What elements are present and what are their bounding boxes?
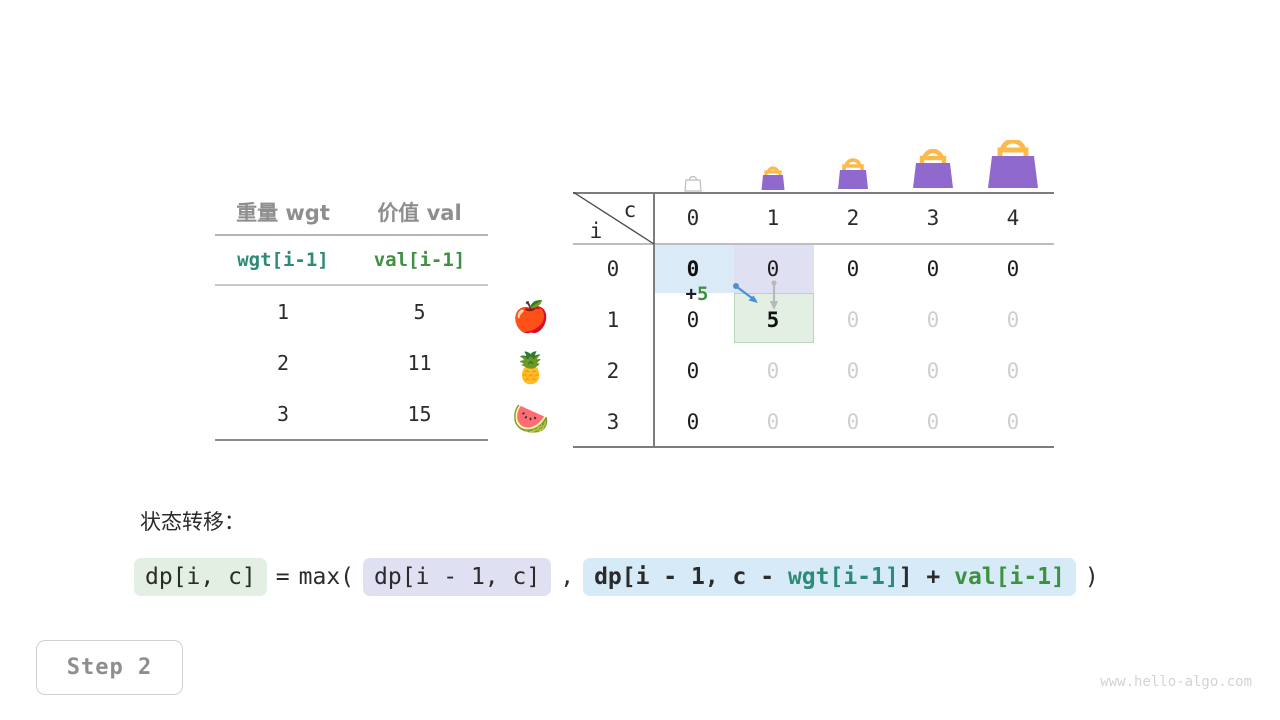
item-table-header-value: 价值 val	[377, 201, 462, 225]
item-table-subheader-row: wgt[i-1] val[i-1]	[215, 236, 488, 284]
item-value-cell: 15	[407, 401, 432, 426]
diagonal-transition-arrow-icon	[733, 283, 758, 303]
dp-rule-header	[573, 243, 1054, 245]
item-table-subheader-wgt: wgt[i-1]	[237, 249, 329, 271]
dp-cell-3-1: 0	[766, 410, 780, 434]
item-table-header-weight: 重量 wgt	[236, 201, 330, 225]
dp-col-header-4: 4	[1006, 206, 1020, 230]
bag-icon-1	[761, 166, 785, 190]
bag-icon-3	[913, 149, 953, 189]
dp-cell-2-2: 0	[846, 359, 860, 383]
formula-close-paren: )	[1084, 564, 1099, 590]
watermelon-icon: 🍉	[512, 402, 550, 437]
dp-cell-3-4: 0	[1006, 410, 1020, 434]
gain-sign: +	[685, 283, 697, 305]
dp-cell-0-0: 0	[686, 257, 700, 281]
bag-icon-2	[838, 158, 868, 189]
apple-icon: 🍎	[512, 300, 550, 335]
formula-take-wgt: wgt[i-1]	[787, 564, 899, 590]
corner-diagonal-icon	[573, 192, 655, 245]
highlight-prev-row-left	[654, 245, 734, 293]
dp-cell-1-3: 0	[926, 308, 940, 332]
transition-formula: dp[i, c] = max( dp[i - 1, c] , dp[i - 1,…	[134, 558, 1108, 596]
item-weight-cell: 1	[276, 299, 290, 324]
dp-cell-3-2: 0	[846, 410, 860, 434]
dp-table: c i 0 1 2 3 4 0 1 2 3 0 0 0 0 0 0 5 0 0 …	[573, 130, 1054, 450]
table-row: 3 15	[215, 388, 488, 439]
capacity-bag-row	[573, 130, 1054, 192]
dp-cell-0-1: 0	[766, 257, 780, 281]
dp-cell-2-0: 0	[686, 359, 700, 383]
formula-comma: ,	[560, 564, 575, 590]
item-weight-cell: 3	[276, 401, 290, 426]
item-value-cell: 5	[413, 299, 426, 324]
formula-take-mid: ] +	[898, 564, 955, 590]
formula-target: dp[i, c]	[134, 558, 267, 596]
dp-cell-0-4: 0	[1006, 257, 1020, 281]
formula-take-val: val[i-1]	[954, 564, 1065, 590]
formula-option-skip: dp[i - 1, c]	[363, 558, 552, 596]
dp-col-header-0: 0	[686, 206, 700, 230]
dp-vertical-separator	[653, 192, 655, 448]
item-table-subheader-val: val[i-1]	[373, 249, 466, 271]
dp-cell-0-3: 0	[926, 257, 940, 281]
dp-cell-3-0: 0	[686, 410, 700, 434]
dp-cell-2-4: 0	[1006, 359, 1020, 383]
item-table-rule-top	[215, 234, 488, 236]
dp-cell-1-1: 5	[766, 308, 780, 332]
dp-cell-2-3: 0	[926, 359, 940, 383]
dp-col-header-1: 1	[766, 206, 780, 230]
formula-take-head: dp[i - 1, c -	[594, 564, 788, 590]
status-badge: Step 2	[36, 640, 183, 695]
dp-col-header-2: 2	[846, 206, 860, 230]
item-weight-cell: 2	[276, 350, 290, 375]
dp-row-header-3: 3	[606, 410, 620, 434]
item-value-cell: 11	[407, 350, 432, 375]
dp-corner-row-label: i	[589, 219, 603, 243]
pineapple-icon: 🍍	[512, 351, 550, 386]
dp-row-header-2: 2	[606, 359, 620, 383]
dp-cell-3-3: 0	[926, 410, 940, 434]
dp-col-header-3: 3	[926, 206, 940, 230]
table-row: 2 11	[215, 337, 488, 388]
table-row: 1 5	[215, 286, 488, 337]
dp-cell-2-1: 0	[766, 359, 780, 383]
bag-icon-0	[684, 175, 702, 192]
formula-equals: =	[275, 564, 290, 590]
vertical-transition-arrow-icon	[769, 280, 779, 310]
dp-row-header-1: 1	[606, 308, 620, 332]
transition-label: 状态转移：	[140, 510, 245, 534]
dp-rule-top	[573, 192, 1054, 194]
dp-row-header-0: 0	[606, 257, 620, 281]
gain-value: 5	[697, 283, 709, 305]
dp-rule-bottom	[573, 446, 1054, 448]
dp-corner-col-label: c	[623, 198, 637, 222]
item-table-rule-mid	[215, 284, 488, 286]
item-table: 重量 wgt 价值 val wgt[i-1] val[i-1] 1 5 2 11…	[215, 190, 488, 441]
watermark: www.hello-algo.com	[1100, 674, 1252, 690]
item-table-header-row: 重量 wgt 价值 val	[215, 190, 488, 234]
gain-annotation: +5	[686, 283, 709, 305]
bag-icon-4	[988, 140, 1038, 188]
item-table-rule-bottom	[215, 439, 488, 441]
dp-cell-1-4: 0	[1006, 308, 1020, 332]
formula-option-take: dp[i - 1, c - wgt[i-1]] + val[i-1]	[583, 558, 1076, 596]
dp-cell-0-2: 0	[846, 257, 860, 281]
formula-max-open: max(	[298, 564, 355, 590]
dp-cell-1-2: 0	[846, 308, 860, 332]
dp-cell-1-0: 0	[686, 308, 700, 332]
